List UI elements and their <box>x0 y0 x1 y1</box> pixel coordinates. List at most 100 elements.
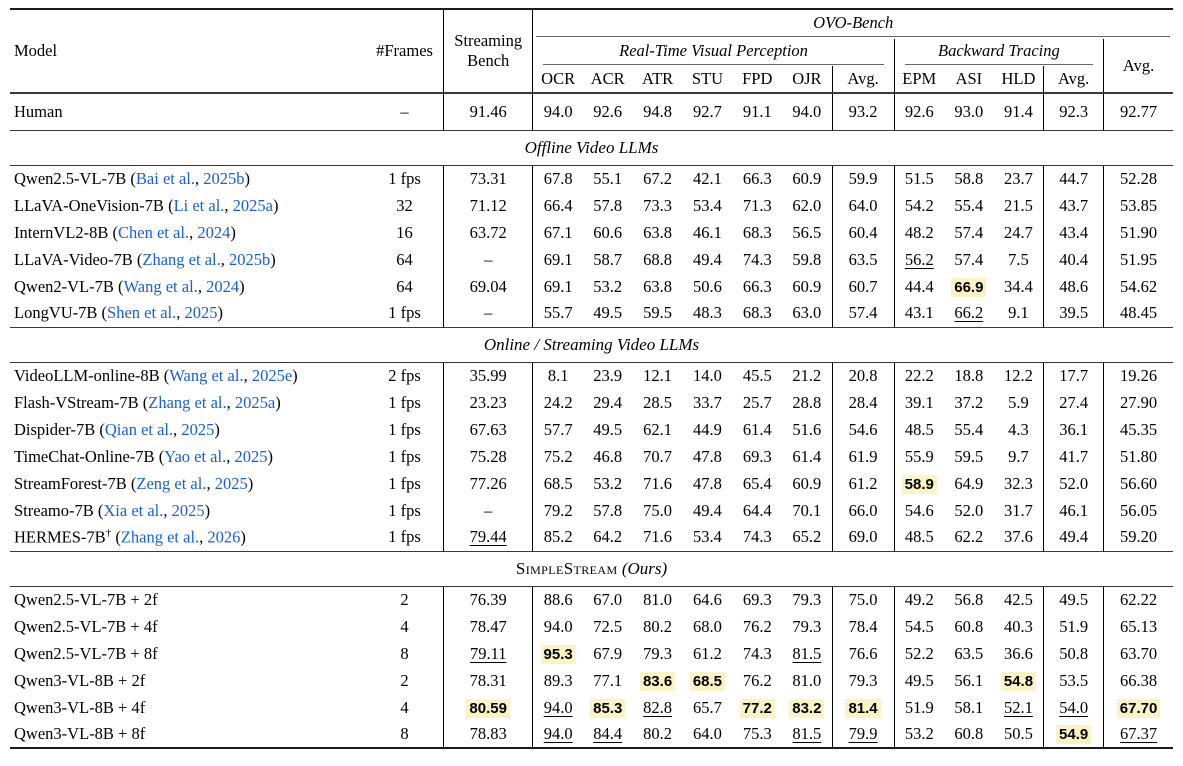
best-value: 95.3 <box>540 644 576 664</box>
citation-separator: , <box>199 527 208 547</box>
cell-ojr: 51.6 <box>792 419 822 439</box>
citation-year-link[interactable]: 2024 <box>197 222 231 242</box>
cell-bt-avg: 46.1 <box>1043 497 1105 524</box>
cell-ovo-avg: 56.05 <box>1103 497 1173 524</box>
citation-paren: ) <box>244 168 251 188</box>
citation-link[interactable]: Zeng et al. <box>136 473 207 493</box>
header-fpd: FPD <box>742 69 773 88</box>
citation-year-link[interactable]: 2025 <box>171 500 205 520</box>
cell-bt-avg: 41.7 <box>1043 443 1105 470</box>
cell-fpd: 75.3 <box>742 724 772 743</box>
citation-link[interactable]: Yao et al. <box>164 446 227 466</box>
model-cell: TimeChat-Online-7B (Yao et al., 2025) <box>10 443 366 470</box>
cell-rtvp-avg: 54.6 <box>831 416 895 443</box>
cell-frames: 1 fps <box>388 419 421 439</box>
cell-atr: 63.8 <box>643 222 673 242</box>
cell-stu: 48.3 <box>692 303 722 323</box>
citation-year-link[interactable]: 2025 <box>214 473 248 493</box>
cell-frames: 1 fps <box>388 168 421 188</box>
cell-rtvp-avg: 79.3 <box>831 667 895 694</box>
citation-year-link[interactable]: 2025 <box>181 419 215 439</box>
citation-link[interactable]: Chen et al. <box>118 222 190 242</box>
header-bt-label: Backward Tracing <box>937 40 1060 60</box>
cell-epm: 49.2 <box>904 589 934 609</box>
citation-link[interactable]: Zhang et al. <box>142 249 221 269</box>
cell-rtvp-avg: 20.8 <box>831 362 895 389</box>
cell-streaming-bench: 80.59 <box>442 694 534 721</box>
cell-ojr: 94.0 <box>792 101 822 121</box>
citation-link[interactable]: Wang et al. <box>123 276 198 296</box>
header-subcolumns: OCR ACR ATR STU FPD OJR Avg. EPM ASI HLD Avg. <box>10 66 1173 93</box>
citation-year-link[interactable]: 2025a <box>232 195 273 215</box>
citation-year-link[interactable]: 2025 <box>234 446 268 466</box>
citation-paren: ) <box>267 446 273 466</box>
cell-ojr: 61.4 <box>792 446 822 466</box>
model-name: StreamForest-7B <box>14 473 127 493</box>
table-row: Human – 91.46 94.0 92.6 94.8 92.7 91.1 94.0 93.2 9… <box>10 93 1173 130</box>
table-row: Qwen2.5-VL-7B + 8f 8 79.11 95.3 67.9 79.3 61.2… <box>10 640 1173 667</box>
cell-bt-avg: 54.9 <box>1043 721 1105 748</box>
cell-streaming-bench: 71.12 <box>442 192 534 219</box>
model-cell: LLaVA-Video-7B (Zhang et al., 2025b) <box>10 246 366 273</box>
cell-ovo-avg: 65.13 <box>1103 613 1173 640</box>
best-value: 83.2 <box>789 698 825 718</box>
model-cell: Human <box>10 93 366 130</box>
citation-paren: ( <box>112 222 119 242</box>
cell-atr: 68.8 <box>643 249 673 269</box>
cell-ocr: 69.1 <box>543 276 573 296</box>
second-best-value: 81.5 <box>792 643 822 663</box>
citation-link[interactable]: Bai et al. <box>135 168 196 188</box>
cell-ovo-avg: 92.77 <box>1103 93 1173 130</box>
citation-link[interactable]: Wang et al. <box>169 365 244 385</box>
cell-rtvp-avg: 64.0 <box>831 192 895 219</box>
citation-separator: , <box>226 392 235 412</box>
header-rtvp-avg: Avg. <box>831 66 895 93</box>
citation-year-link[interactable]: 2025b <box>203 168 245 188</box>
citation-link[interactable]: Li et al. <box>173 195 225 215</box>
header-acr: ACR <box>590 69 625 88</box>
model-name: Qwen3-VL-8B + 8f <box>14 724 146 743</box>
cell-asi: 57.4 <box>954 222 984 242</box>
citation-year-link[interactable]: 2025 <box>184 303 218 323</box>
citation-link[interactable]: Zhang et al. <box>148 392 227 412</box>
section-online-streaming-video-llms: Online / Streaming Video LLMs VideoLLM-on… <box>10 326 1173 551</box>
citation-paren: ( <box>163 365 170 385</box>
citation-paren: ( <box>115 527 121 547</box>
cell-hld: 50.5 <box>1004 724 1033 743</box>
best-value: 54.9 <box>1056 725 1092 744</box>
citation-year-link[interactable]: 2025b <box>228 249 271 269</box>
model-name: LongVU-7B <box>14 303 98 323</box>
cell-streaming-bench: 23.23 <box>442 389 534 416</box>
cell-asi: 66.2 <box>944 300 994 327</box>
citation-paren: ( <box>158 446 165 466</box>
cell-hld: 42.5 <box>1004 589 1033 609</box>
cell-rtvp-avg: 81.4 <box>831 694 895 721</box>
citation-link[interactable]: Zhang et al. <box>120 527 200 547</box>
cell-streaming-bench: 69.04 <box>442 273 534 300</box>
cell-acr: 67.9 <box>593 643 623 663</box>
cell-ocr: 67.1 <box>543 222 573 242</box>
cell-ojr: 81.5 <box>782 721 832 748</box>
citation-link[interactable]: Qian et al. <box>104 419 174 439</box>
cell-ocr: 55.7 <box>543 303 573 323</box>
citation-year-link[interactable]: 2025a <box>234 392 276 412</box>
citation-link[interactable]: Shen et al. <box>107 303 177 323</box>
cell-acr: 53.2 <box>593 276 623 296</box>
benchmark-results-table: Model #Frames Streaming Bench OVO-Bench R… <box>10 8 1173 749</box>
cell-hld: 9.7 <box>1008 446 1029 466</box>
cell-bt-avg: 92.3 <box>1043 93 1105 130</box>
cell-stu: 61.2 <box>692 643 722 663</box>
cell-rtvp-avg: 93.2 <box>831 93 895 130</box>
citation-year-link[interactable]: 2026 <box>207 527 241 547</box>
cell-atr: 82.8 <box>633 694 683 721</box>
cell-bt-avg: 36.1 <box>1043 416 1105 443</box>
cell-streaming-bench: 73.31 <box>442 165 534 192</box>
citation-year-link[interactable]: 2025e <box>251 365 293 385</box>
cell-atr: 67.2 <box>643 168 673 188</box>
cell-acr: 84.4 <box>583 721 633 748</box>
citation-link[interactable]: Xia et al. <box>103 500 164 520</box>
cell-asi: 18.8 <box>954 365 984 385</box>
cell-epm: 58.9 <box>894 470 944 497</box>
cell-acr: 55.1 <box>593 168 623 188</box>
citation-year-link[interactable]: 2024 <box>206 276 240 296</box>
